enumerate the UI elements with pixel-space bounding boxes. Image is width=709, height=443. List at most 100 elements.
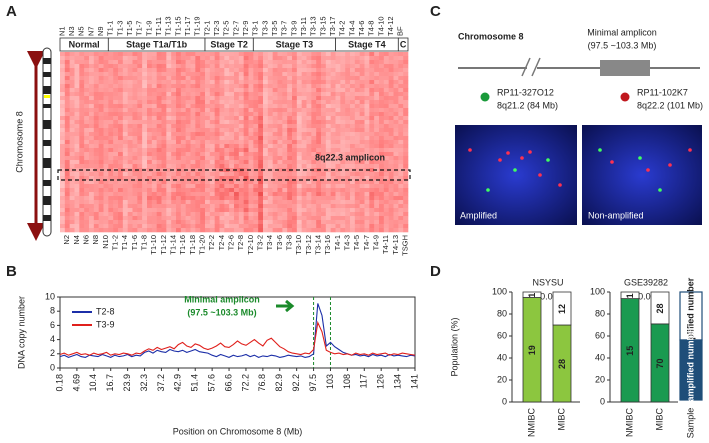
heatmap-cell	[345, 208, 351, 213]
heatmap-cell	[214, 108, 220, 113]
heatmap-cell	[350, 176, 356, 181]
heatmap-cell	[398, 144, 404, 149]
heatmap-cell	[388, 68, 394, 73]
heatmap-cell	[296, 92, 302, 97]
heatmap-cell	[393, 120, 399, 125]
heatmap-cell	[248, 124, 254, 129]
heatmap-cell	[287, 164, 293, 169]
heatmap-cell	[393, 144, 399, 149]
heatmap-cell	[156, 88, 162, 93]
heatmap-cell	[248, 220, 254, 225]
heatmap-cell	[345, 100, 351, 105]
heatmap-cell	[282, 52, 288, 57]
heatmap-cell	[253, 112, 259, 117]
heatmap-cell	[98, 104, 104, 109]
heatmap-cell	[190, 156, 196, 161]
heatmap-cell	[398, 204, 404, 209]
heatmap-cell	[166, 180, 172, 185]
heatmap-cell	[243, 128, 249, 133]
heatmap-cell	[330, 68, 336, 73]
heatmap-cell	[151, 92, 157, 97]
heatmap-cell	[379, 68, 385, 73]
heatmap-cell	[84, 56, 90, 61]
heatmap-cell	[108, 196, 114, 201]
heatmap-cell	[374, 184, 380, 189]
heatmap-cell	[108, 160, 114, 165]
heatmap-cell	[277, 120, 283, 125]
heatmap-cell	[180, 92, 186, 97]
heatmap-cell	[161, 172, 167, 177]
heatmap-cell	[161, 184, 167, 189]
heatmap-cell	[209, 184, 215, 189]
heatmap-cell	[364, 224, 370, 229]
heatmap-cell	[147, 132, 153, 137]
heatmap-cell	[118, 68, 124, 73]
heatmap-cell	[137, 228, 143, 233]
sample-label: T2-4	[217, 235, 226, 250]
heatmap-cell	[113, 132, 119, 137]
heatmap-cell	[224, 216, 230, 221]
heatmap-cell	[224, 208, 230, 213]
heatmap-cell	[185, 164, 191, 169]
heatmap-cell	[60, 88, 66, 93]
heatmap-cell	[74, 68, 80, 73]
heatmap-cell	[248, 116, 254, 121]
heatmap-cell	[311, 208, 317, 213]
heatmap-cell	[209, 148, 215, 153]
heatmap-cell	[248, 168, 254, 173]
heatmap-cell	[161, 156, 167, 161]
heatmap-cell	[238, 76, 244, 81]
heatmap-cell	[108, 80, 114, 85]
heatmap-cell	[272, 100, 278, 105]
heatmap-cell	[398, 200, 404, 205]
heatmap-cell	[272, 140, 278, 145]
heatmap-cell	[325, 172, 331, 177]
heatmap-cell	[248, 112, 254, 117]
heatmap-cell	[132, 52, 138, 57]
heatmap-cell	[180, 172, 186, 177]
heatmap-cell	[301, 156, 307, 161]
heatmap-cell	[287, 220, 293, 225]
heatmap-cell	[74, 156, 80, 161]
heatmap-cell	[108, 228, 114, 233]
heatmap-cell	[258, 156, 264, 161]
heatmap-cell	[359, 176, 365, 181]
heatmap-cell	[330, 108, 336, 113]
heatmap-cell	[369, 52, 375, 57]
heatmap-cell	[292, 88, 298, 93]
heatmap-cell	[137, 76, 143, 81]
heatmap-cell	[364, 128, 370, 133]
heatmap-cell	[64, 128, 70, 133]
heatmap-cell	[219, 128, 225, 133]
heatmap-cell	[287, 88, 293, 93]
heatmap-cell	[287, 80, 293, 85]
heatmap-cell	[321, 220, 327, 225]
heatmap-cell	[296, 180, 302, 185]
heatmap-cell	[398, 216, 404, 221]
heatmap-cell	[398, 152, 404, 157]
heatmap-cell	[282, 216, 288, 221]
heatmap-cell	[214, 112, 220, 117]
heatmap-cell	[113, 136, 119, 141]
heatmap-cell	[393, 196, 399, 201]
sample-label: T1-15	[173, 16, 182, 36]
heatmap-cell	[93, 140, 99, 145]
heatmap-cell	[306, 84, 312, 89]
heatmap-cell	[93, 60, 99, 65]
heatmap-cell	[219, 64, 225, 69]
sample-label: T4-2	[338, 21, 347, 36]
heatmap-cell	[89, 64, 95, 69]
heatmap-cell	[369, 84, 375, 89]
heatmap-cell	[229, 176, 235, 181]
heatmap-cell	[219, 52, 225, 57]
heatmap-cell	[132, 112, 138, 117]
heatmap-cell	[74, 140, 80, 145]
heatmap-cell	[272, 172, 278, 177]
heatmap-cell	[113, 68, 119, 73]
heatmap-cell	[79, 56, 85, 61]
heatmap-cell	[398, 184, 404, 189]
heatmap-cell	[238, 188, 244, 193]
heatmap-cell	[243, 152, 249, 157]
probe-dot	[480, 92, 490, 102]
heatmap-cell	[393, 124, 399, 129]
